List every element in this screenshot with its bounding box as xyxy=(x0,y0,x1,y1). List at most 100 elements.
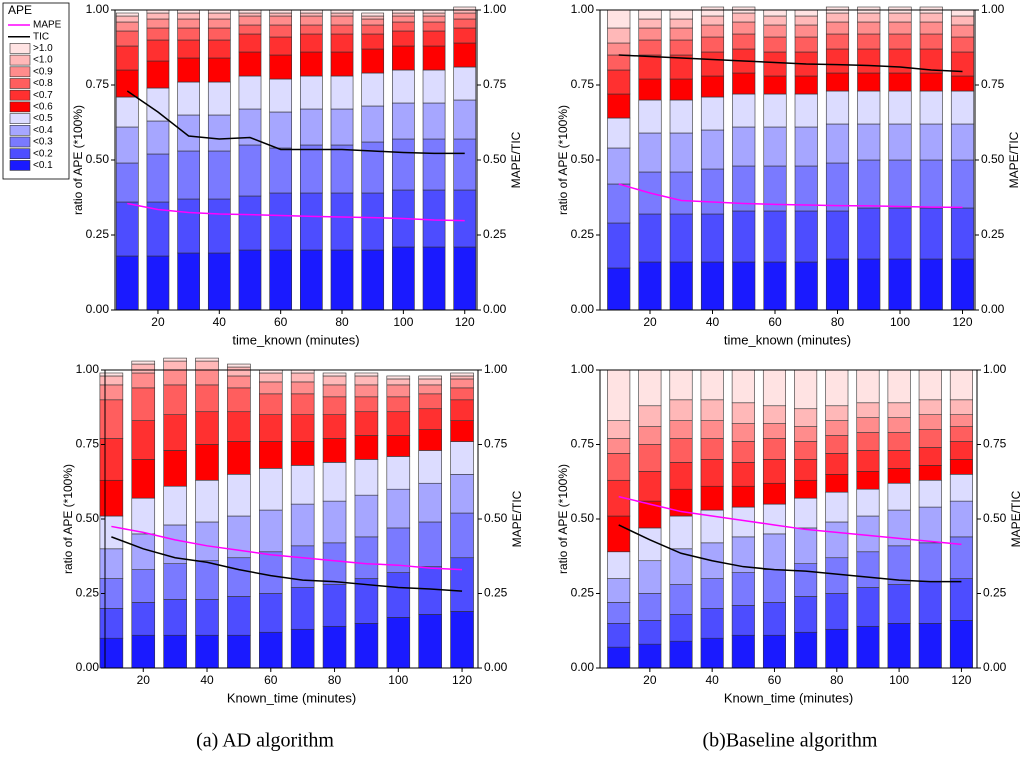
bar-segment xyxy=(794,261,818,311)
bar-segment xyxy=(386,435,411,457)
bar-segment xyxy=(450,387,474,401)
bar-segment xyxy=(731,634,755,669)
bar-segment xyxy=(825,258,850,311)
bar-segment xyxy=(354,435,379,460)
bar-segment xyxy=(392,69,415,104)
bar-segment xyxy=(163,384,187,415)
bar-segment xyxy=(361,24,385,35)
y2-tick-label: 0.75 xyxy=(484,437,508,451)
bar-segment xyxy=(825,162,850,212)
bar-segment xyxy=(700,96,725,131)
bar-segment xyxy=(290,628,315,669)
bar-segment xyxy=(453,42,477,68)
bar-segment xyxy=(919,207,943,260)
bar-segment xyxy=(794,369,818,410)
bar-segment xyxy=(638,593,662,621)
bar-segment xyxy=(146,87,170,122)
bar-segment xyxy=(732,126,756,167)
bar-segment xyxy=(918,622,942,669)
bar-segment xyxy=(177,114,200,152)
bar-segment xyxy=(354,372,379,377)
bar-segment xyxy=(669,584,693,615)
bar-segment xyxy=(607,438,631,454)
bar-segment xyxy=(418,450,442,484)
bar-segment xyxy=(607,267,631,311)
bar-segment xyxy=(794,527,818,565)
bar-segment xyxy=(207,12,231,20)
bar-segment xyxy=(269,249,293,311)
bar-segment xyxy=(115,45,139,71)
bar-segment xyxy=(856,417,880,433)
bar-segment xyxy=(731,441,755,463)
bar-segment xyxy=(950,9,975,17)
bar-segment xyxy=(857,207,881,260)
legend-swatch xyxy=(9,89,31,101)
bar-segment xyxy=(919,123,943,161)
bar-segment xyxy=(146,60,170,89)
bar-segment xyxy=(763,126,787,167)
bar-segment xyxy=(825,473,849,493)
y-tick-label: 0.75 xyxy=(86,77,110,91)
bar-segment xyxy=(700,15,725,26)
bar-segment xyxy=(207,39,231,59)
bar-segment xyxy=(238,15,262,26)
bar-segment xyxy=(422,189,446,248)
bar-segment xyxy=(918,465,942,481)
x-axis-label: time_known (minutes) xyxy=(724,332,851,347)
bar-segment xyxy=(669,132,693,173)
bar-segment xyxy=(888,72,912,92)
bar-segment xyxy=(700,438,724,460)
bar-segment xyxy=(163,414,187,451)
y-tick-label: 0.50 xyxy=(571,511,595,525)
bar-segment xyxy=(919,21,943,35)
bar-segment xyxy=(794,631,818,669)
bar-segment xyxy=(638,620,662,645)
bar-segment xyxy=(732,93,756,128)
bar-segment xyxy=(322,414,347,439)
legend-swatch xyxy=(9,43,31,54)
bar-segment xyxy=(115,21,139,32)
bar-segment xyxy=(700,24,725,38)
y2-tick-label: 0.75 xyxy=(981,77,1005,91)
x-tick-label: 120 xyxy=(952,315,972,329)
bar-segment xyxy=(607,222,631,269)
bar-segment xyxy=(607,602,631,624)
plot-frame xyxy=(114,9,478,311)
x-tick-label: 20 xyxy=(643,315,657,329)
bar-segment xyxy=(207,18,231,29)
y2-axis-label: MAPE/TIC xyxy=(509,131,523,188)
y-tick-label: 0.50 xyxy=(86,152,110,166)
bar-segment xyxy=(763,75,787,95)
bar-segment xyxy=(453,99,477,140)
bar-segment xyxy=(700,459,724,487)
bar-segment xyxy=(227,557,251,597)
bar-segment xyxy=(669,39,693,56)
bar-segment xyxy=(450,557,474,612)
bar-segment xyxy=(762,405,786,424)
bar-segment xyxy=(354,384,379,398)
y-tick-label: 0.50 xyxy=(76,511,100,525)
bar-segment xyxy=(794,497,818,529)
bar-segment xyxy=(115,162,139,203)
bar-segment xyxy=(732,12,756,23)
bar-segment xyxy=(453,246,477,311)
bar-segment xyxy=(386,617,411,669)
bar-segment xyxy=(330,75,354,110)
bar-segment xyxy=(794,210,818,263)
bar-segment xyxy=(453,27,477,44)
bar-segment xyxy=(856,450,880,472)
bar-segment xyxy=(392,12,415,17)
bar-segment xyxy=(950,90,975,125)
bar-segment xyxy=(762,423,786,439)
bar-segment xyxy=(354,459,379,496)
bar-segment xyxy=(762,369,786,407)
bar-segment xyxy=(450,441,474,475)
x-tick-label: 20 xyxy=(151,315,165,329)
bar-segment xyxy=(207,150,231,200)
bar-segment xyxy=(918,506,942,544)
bar-segment xyxy=(794,15,818,26)
bar-segment xyxy=(177,57,200,83)
bar-segment xyxy=(762,602,786,636)
bar-segment xyxy=(607,69,631,95)
